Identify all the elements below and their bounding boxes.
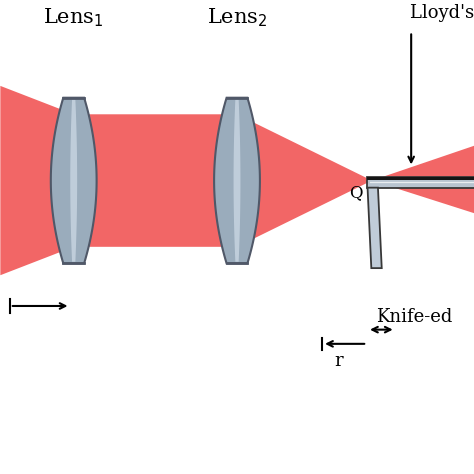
Polygon shape <box>51 98 97 264</box>
Text: Lens$_2$: Lens$_2$ <box>207 7 267 29</box>
Text: Q: Q <box>349 184 363 201</box>
Text: r: r <box>335 352 343 370</box>
Polygon shape <box>0 86 372 275</box>
Text: Knife-ed: Knife-ed <box>376 309 453 326</box>
Polygon shape <box>367 188 382 268</box>
Polygon shape <box>234 100 240 262</box>
Text: Lens$_1$: Lens$_1$ <box>44 7 104 29</box>
Polygon shape <box>372 181 474 216</box>
Bar <box>367 177 474 188</box>
Polygon shape <box>372 143 474 181</box>
Polygon shape <box>70 100 77 262</box>
Polygon shape <box>214 98 260 264</box>
Text: Lloyd's m: Lloyd's m <box>410 4 474 22</box>
Bar <box>367 177 474 180</box>
